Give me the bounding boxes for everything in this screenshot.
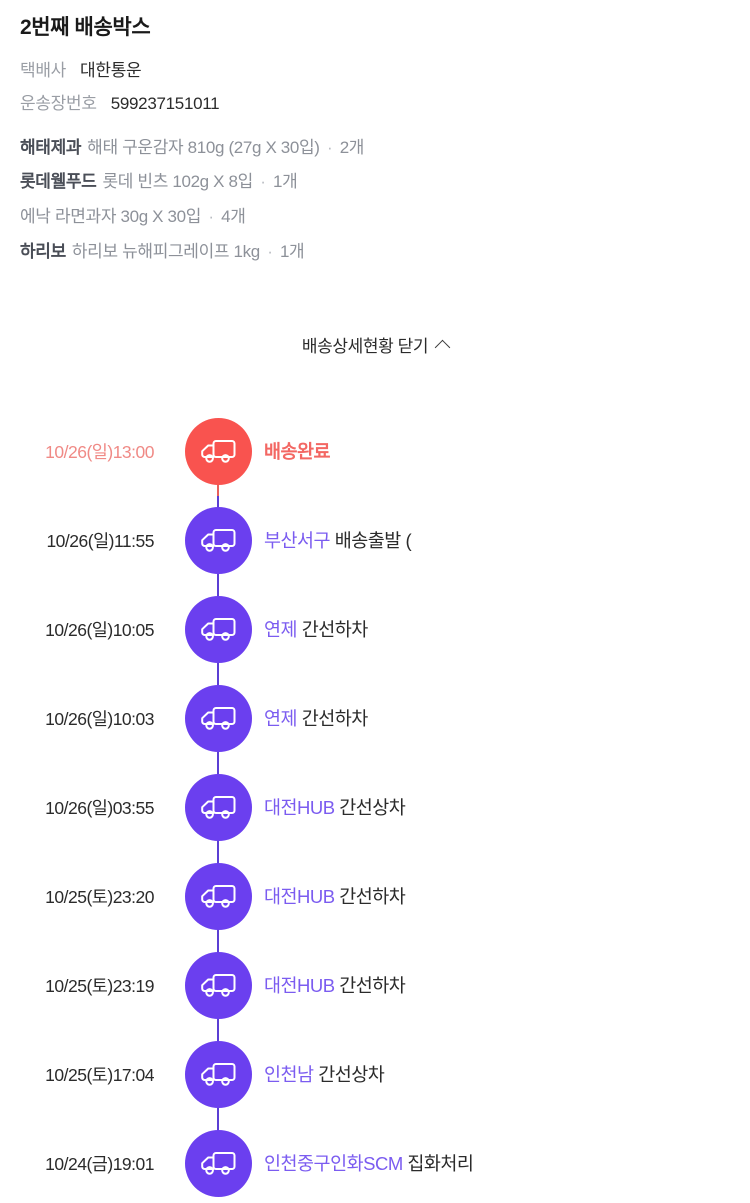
delivery-truck-icon (184, 417, 252, 485)
delivery-truck-icon (184, 684, 252, 752)
timeline-location: 연제 (264, 619, 298, 641)
timeline-location: 연제 (264, 708, 298, 730)
timeline-status: 간선하차 (301, 619, 369, 641)
timeline-timestamp: 10/26(일)11:55 (46, 530, 154, 551)
timeline-row: 10/26(일)13:00 배송완료 (0, 407, 750, 496)
timeline-status: 간선하차 (301, 708, 369, 730)
timeline-label: 대전HUB 간선상차 (264, 794, 750, 820)
timeline-node (172, 407, 264, 496)
chevron-up-icon (434, 339, 451, 356)
product-quantity: 2개 (339, 137, 365, 157)
timeline-node (172, 673, 264, 763)
product-list: 해태제과 해태 구운감자 810g (27g X 30입) · 2개 롯데웰푸드 롯데… (20, 131, 730, 270)
timeline-label: 인천남 간선상차 (264, 1061, 750, 1087)
shipment-header: 2번째 배송박스 택배사 대한통운 운송장번호 599237151011 해태제… (0, 0, 750, 270)
carrier-row: 택배사 대한통운 (20, 54, 730, 87)
timeline-location: 대전HUB (264, 975, 335, 997)
delivery-truck-icon (184, 1040, 252, 1108)
delivery-truck-icon (184, 506, 252, 574)
timeline-timestamp: 10/25(토)23:19 (45, 975, 154, 996)
timeline-row: 10/26(일)11:55 부산서구 배송출발 ( (0, 495, 750, 585)
timeline-timestamp: 10/26(일)10:03 (45, 708, 154, 729)
delivery-timeline: 10/26(일)13:00 배송완료 10/26(일)11:55 부산서구 배송출발 … (0, 407, 750, 1203)
timeline-location: 인천남 (264, 1064, 314, 1086)
timeline-row: 10/26(일)10:03 연제 간선하차 (0, 673, 750, 763)
timeline-label: 연제 간선하차 (264, 705, 750, 731)
carrier-value: 대한통운 (80, 61, 142, 81)
collapse-detail-label: 배송상세현황 닫기 (301, 336, 429, 356)
timeline-row: 10/25(토)17:04 인천남 간선상차 (0, 1029, 750, 1119)
product-row[interactable]: 하리보 하리보 뉴해피그레이프 1kg · 1개 (20, 235, 730, 270)
product-separator: · (327, 137, 333, 157)
product-quantity: 1개 (279, 242, 305, 262)
timeline-location: 대전HUB (264, 797, 335, 819)
delivery-truck-icon (184, 773, 252, 841)
product-separator: · (260, 172, 266, 192)
timeline-status: 간선하차 (339, 975, 406, 997)
timeline-label: 인천중구인화SCM 집화처리 (264, 1150, 750, 1176)
timeline-status: 배송완료 (264, 441, 331, 463)
timeline-timestamp: 10/26(일)13:00 (45, 441, 154, 462)
timeline-timestamp: 10/25(토)23:20 (45, 886, 154, 907)
timeline-row: 10/26(일)10:05 연제 간선하차 (0, 584, 750, 674)
carrier-label: 택배사 (20, 61, 67, 81)
timeline-label: 연제 간선하차 (264, 616, 750, 642)
timeline-node (172, 495, 264, 585)
timeline-timestamp: 10/26(일)10:05 (45, 619, 154, 640)
product-brand: 롯데웰푸드 (20, 172, 97, 192)
product-quantity: 1개 (272, 172, 298, 192)
delivery-truck-icon (184, 595, 252, 663)
delivery-truck-icon (184, 951, 252, 1019)
product-separator: · (267, 242, 273, 262)
timeline-row: 10/26(일)03:55 대전HUB 간선상차 (0, 762, 750, 852)
product-row[interactable]: 해태제과 해태 구운감자 810g (27g X 30입) · 2개 (20, 131, 730, 166)
tracking-number-value[interactable]: 599237151011 (110, 94, 220, 114)
timeline-label: 대전HUB 간선하차 (264, 883, 750, 909)
product-quantity: 4개 (221, 207, 246, 227)
product-name: 하리보 뉴해피그레이프 1kg (71, 242, 260, 262)
timeline-status: 배송출발 ( (334, 530, 412, 552)
page-title: 2번째 배송박스 (20, 16, 151, 39)
timeline-row: 10/24(금)19:01 인천중구인화SCM 집화처리 (0, 1118, 750, 1203)
timeline-node (172, 584, 264, 674)
timeline-status: 간선상차 (318, 1064, 385, 1086)
timeline-row: 10/25(토)23:19 대전HUB 간선하차 (0, 940, 750, 1030)
timeline-location: 인천중구인화SCM (264, 1153, 403, 1175)
tracking-number-row: 운송장번호 599237151011 (20, 87, 730, 120)
product-brand: 하리보 (20, 242, 66, 262)
collapse-detail-button[interactable]: 배송상세현황 닫기 (298, 328, 452, 361)
timeline-node (172, 1118, 264, 1203)
timeline-status: 간선하차 (339, 886, 406, 908)
timeline-node (172, 940, 264, 1030)
product-name: 해태 구운감자 810g (27g X 30입) (87, 137, 320, 157)
timeline-status: 간선상차 (339, 797, 406, 819)
timeline-label: 배송완료 (264, 438, 750, 464)
product-name: 에낙 라면과자 30g X 30입 (20, 207, 202, 227)
timeline-timestamp: 10/26(일)03:55 (45, 797, 154, 818)
timeline-label: 대전HUB 간선하차 (264, 972, 750, 998)
timeline-location: 부산서구 (264, 530, 331, 552)
timeline-node (172, 851, 264, 941)
timeline-row: 10/25(토)23:20 대전HUB 간선하차 (0, 851, 750, 941)
product-name: 롯데 빈츠 102g X 8입 (102, 172, 253, 192)
delivery-truck-icon (184, 862, 252, 930)
product-brand: 해태제과 (20, 137, 82, 157)
timeline-node (172, 762, 264, 852)
delivery-truck-icon (184, 1129, 252, 1197)
timeline-node (172, 1029, 264, 1119)
product-row[interactable]: 롯데웰푸드 롯데 빈츠 102g X 8입 · 1개 (20, 165, 730, 200)
detail-toggle-wrap: 배송상세현황 닫기 (0, 328, 750, 361)
timeline-timestamp: 10/24(금)19:01 (45, 1153, 154, 1174)
tracking-number-label: 운송장번호 (20, 94, 97, 114)
timeline-location: 대전HUB (264, 886, 335, 908)
timeline-status: 집화처리 (407, 1153, 474, 1175)
timeline-label: 부산서구 배송출발 ( (264, 527, 750, 553)
product-separator: · (208, 207, 214, 227)
product-row[interactable]: 에낙 라면과자 30g X 30입 · 4개 (20, 200, 730, 235)
timeline-timestamp: 10/25(토)17:04 (45, 1064, 154, 1085)
